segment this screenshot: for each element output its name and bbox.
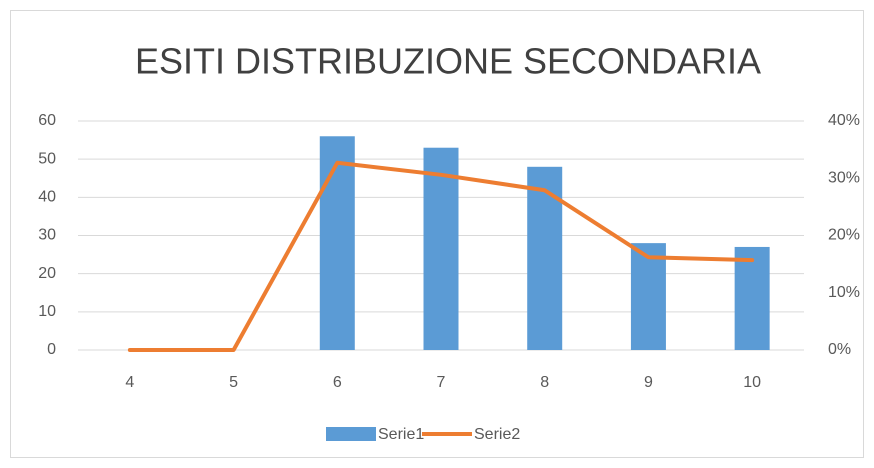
y2-tick-label: 20% — [828, 227, 860, 244]
legend-label: Serie1 — [378, 426, 424, 443]
x-tick-label: 7 — [437, 374, 446, 391]
x-tick-label: 8 — [540, 374, 549, 391]
y-tick-label: 60 — [38, 112, 56, 129]
y-tick-label: 30 — [38, 227, 56, 244]
bar — [319, 136, 355, 350]
y2-tick-label: 30% — [828, 169, 860, 186]
y2-tick-label: 10% — [828, 284, 860, 301]
bar — [527, 166, 563, 350]
bar — [734, 246, 770, 350]
bar — [630, 243, 666, 350]
chart-title: ESITI DISTRIBUZIONE SECONDARIA — [135, 41, 761, 82]
y-tick-label: 40 — [38, 189, 56, 206]
y2-tick-label: 40% — [828, 112, 860, 129]
y-tick-label: 10 — [38, 303, 56, 320]
y-tick-label: 20 — [38, 265, 56, 282]
x-tick-label: 5 — [229, 374, 238, 391]
x-tick-label: 9 — [644, 374, 653, 391]
line-series — [127, 160, 755, 352]
x-tick-label: 10 — [743, 374, 761, 391]
legend-swatch — [326, 427, 376, 441]
y-tick-label: 50 — [38, 150, 56, 167]
x-tick-label: 6 — [333, 374, 342, 391]
y2-tick-label: 0% — [828, 341, 851, 358]
x-tick-label: 4 — [125, 374, 134, 391]
bar — [423, 147, 459, 350]
y-tick-label: 0 — [47, 341, 56, 358]
legend-label: Serie2 — [474, 426, 520, 443]
